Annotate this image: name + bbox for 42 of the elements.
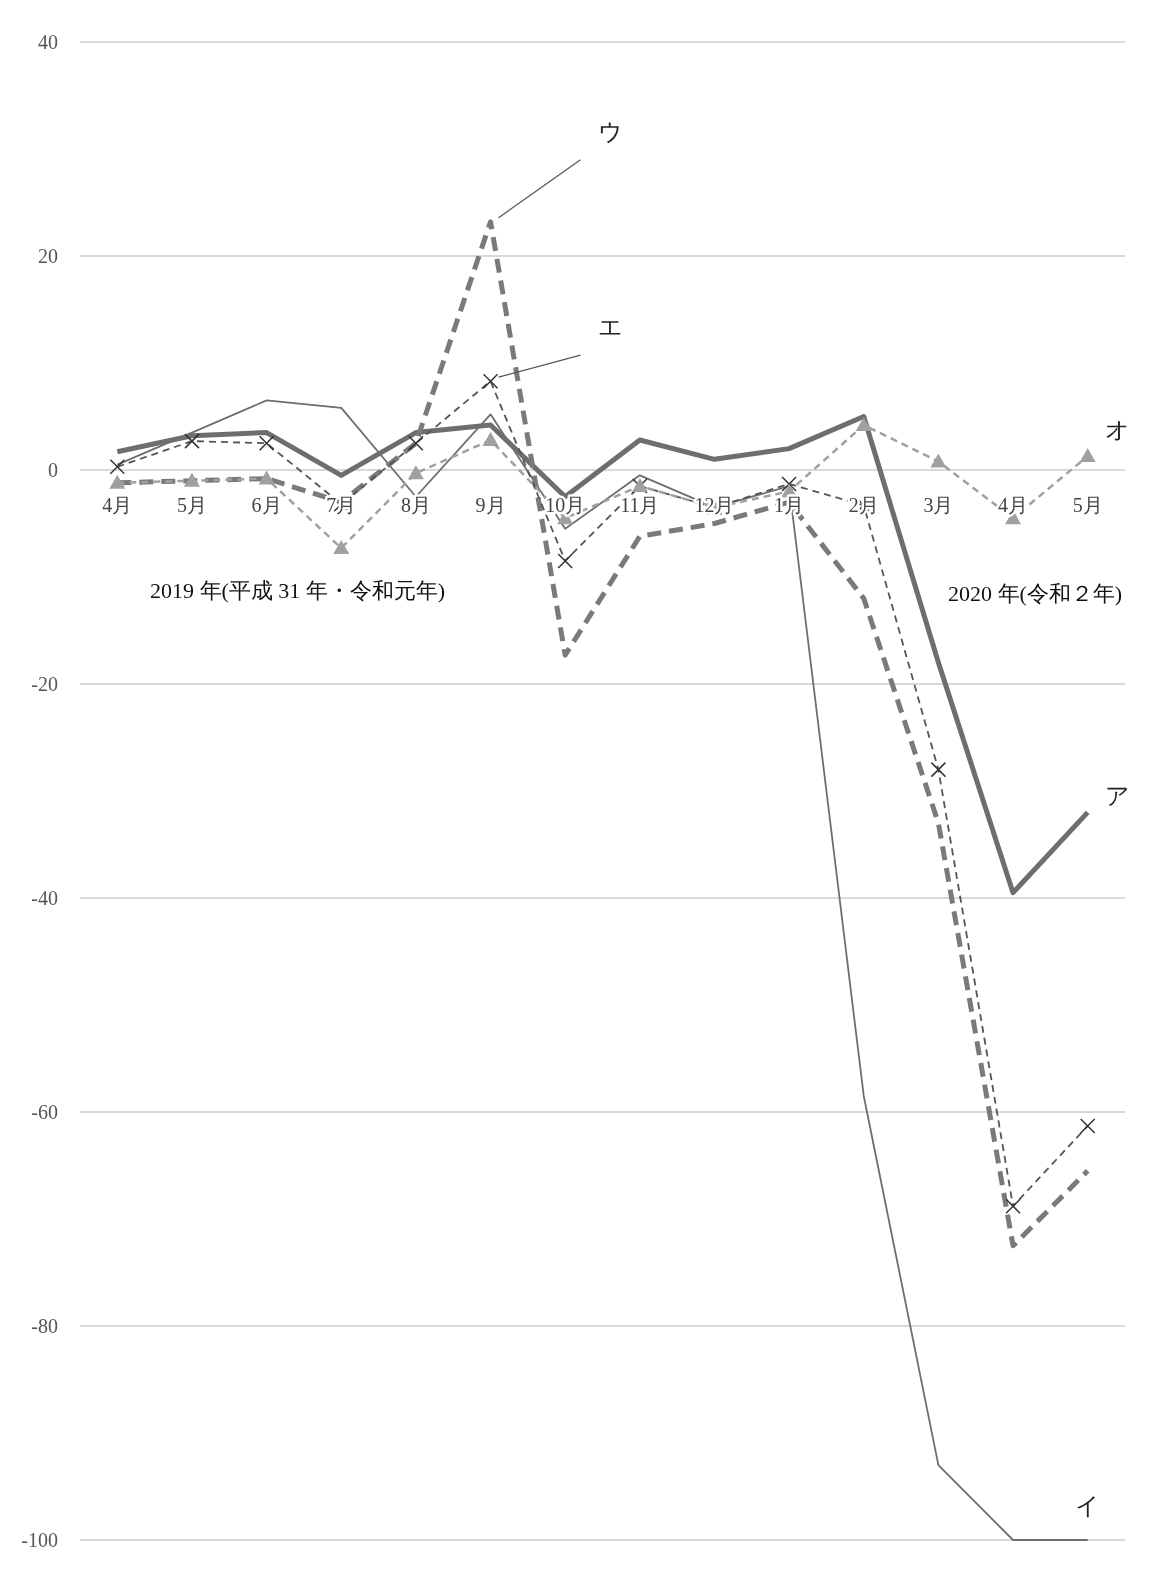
y-tick-label: -40 [31, 887, 58, 909]
point [1079, 448, 1096, 463]
x-tick-label: 6月 [251, 494, 282, 516]
point [184, 433, 200, 449]
y-tick-label: 20 [38, 245, 58, 267]
point [855, 417, 872, 432]
point [258, 470, 275, 485]
x-tick-label: 8月 [400, 494, 431, 516]
point [781, 476, 797, 492]
x-tick-label: 4月 [102, 494, 133, 516]
point [407, 465, 424, 480]
point [1079, 1118, 1096, 1134]
y-tick-label: -20 [31, 673, 58, 695]
x-tick-label: 4月 [998, 494, 1029, 516]
text: エ [598, 314, 624, 341]
y-tick-label: -100 [21, 1529, 58, 1551]
point [557, 553, 573, 569]
point [930, 761, 947, 778]
series-label: イ [1075, 1493, 1101, 1519]
point [1005, 1198, 1021, 1214]
x-tick-label: 5月 [1072, 494, 1103, 516]
point [109, 474, 126, 489]
annotation: 2020 年(令和２年) [948, 581, 1123, 606]
point [333, 540, 350, 555]
text: ウ [598, 118, 624, 145]
x-tick-label: 11月 [620, 494, 660, 516]
point [109, 459, 126, 475]
y-tick-label: 0 [48, 459, 58, 481]
y-tick-label: -60 [31, 1101, 58, 1123]
point [183, 472, 200, 487]
point [482, 432, 499, 447]
y-tick-label: -80 [31, 1315, 58, 1337]
x-tick-label: 3月 [923, 494, 954, 516]
series-label: ア [1105, 783, 1131, 810]
point [258, 435, 275, 451]
point [482, 373, 499, 389]
point [930, 453, 947, 468]
series-label: オ [1105, 417, 1131, 444]
annotation: 2019 年(平成 31 年・令和元年) [150, 578, 446, 603]
x-tick-label: 9月 [475, 494, 506, 516]
y-tick-label: 40 [38, 31, 58, 53]
x-tick-label: 5月 [176, 494, 207, 516]
